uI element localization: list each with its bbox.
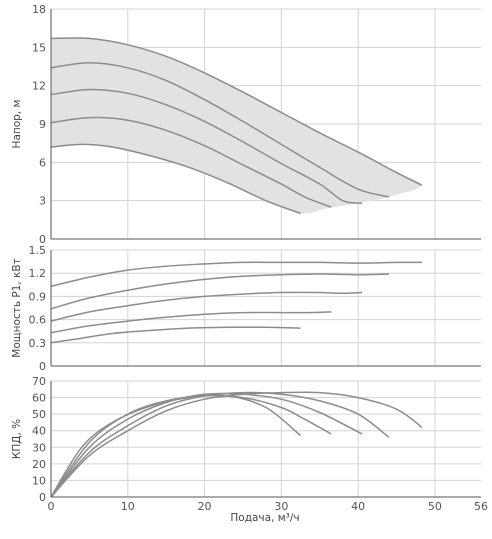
head-curve-4 (50, 116, 332, 208)
head-ytick-label: 15 (32, 41, 46, 54)
power-curve-3 (50, 291, 363, 322)
head-curve-5 (50, 143, 301, 215)
efficiency-ytick-label: 50 (32, 408, 46, 421)
head-ytick-label: 3 (39, 195, 46, 208)
power-curve-2 (50, 273, 389, 310)
power-ytick-label: 0.6 (29, 314, 47, 327)
x-tick-label: 10 (121, 500, 135, 513)
head-curve-1 (50, 37, 423, 186)
head-curve-2 (50, 61, 390, 198)
power-ytick-label: 1.2 (29, 267, 47, 280)
efficiency-ytick-label: 30 (32, 441, 46, 454)
head-ytick-label: 12 (32, 80, 46, 93)
power-ylabel: Мощность P1, кВт (11, 258, 23, 357)
efficiency-ytick-label: 10 (32, 474, 46, 487)
efficiency-ytick-label: 0 (39, 491, 46, 504)
head-ytick-label: 0 (39, 233, 46, 246)
x-tick-label: 56 (474, 500, 488, 513)
efficiency-curve-2 (50, 391, 390, 498)
efficiency-ylabel: КПД, % (11, 419, 23, 459)
efficiency-ytick-label: 60 (32, 392, 46, 405)
power-curve-5 (50, 326, 301, 344)
head-curve-3 (50, 88, 363, 204)
efficiency-curve-5 (50, 394, 302, 498)
efficiency-curve-4 (50, 394, 332, 498)
power-curve-4 (50, 311, 332, 334)
x-axis-label: Подача, м³/ч (230, 512, 299, 524)
x-tick-label: 50 (428, 500, 442, 513)
head-ytick-label: 9 (39, 118, 46, 131)
power-ytick-label: 0 (39, 360, 46, 373)
power-curve-1 (50, 261, 422, 288)
x-tick-label: 0 (48, 500, 55, 513)
power-ytick-label: 0.9 (29, 290, 47, 303)
x-tick-label: 20 (198, 500, 212, 513)
efficiency-ytick-label: 40 (32, 425, 46, 438)
head-ytick-label: 6 (39, 156, 46, 169)
efficiency-ytick-label: 20 (32, 458, 46, 471)
efficiency-curve-3 (50, 392, 363, 498)
efficiency-curve-1 (50, 391, 423, 498)
power-ytick-label: 1.5 (29, 244, 47, 257)
power-ytick-label: 0.3 (29, 337, 47, 350)
efficiency-ytick-label: 70 (32, 375, 46, 388)
x-tick-label: 30 (274, 500, 288, 513)
head-ylabel: Напор, м (11, 100, 23, 149)
head-ytick-label: 18 (32, 3, 46, 16)
x-tick-label: 40 (351, 500, 365, 513)
head-envelope-area (51, 37, 422, 214)
